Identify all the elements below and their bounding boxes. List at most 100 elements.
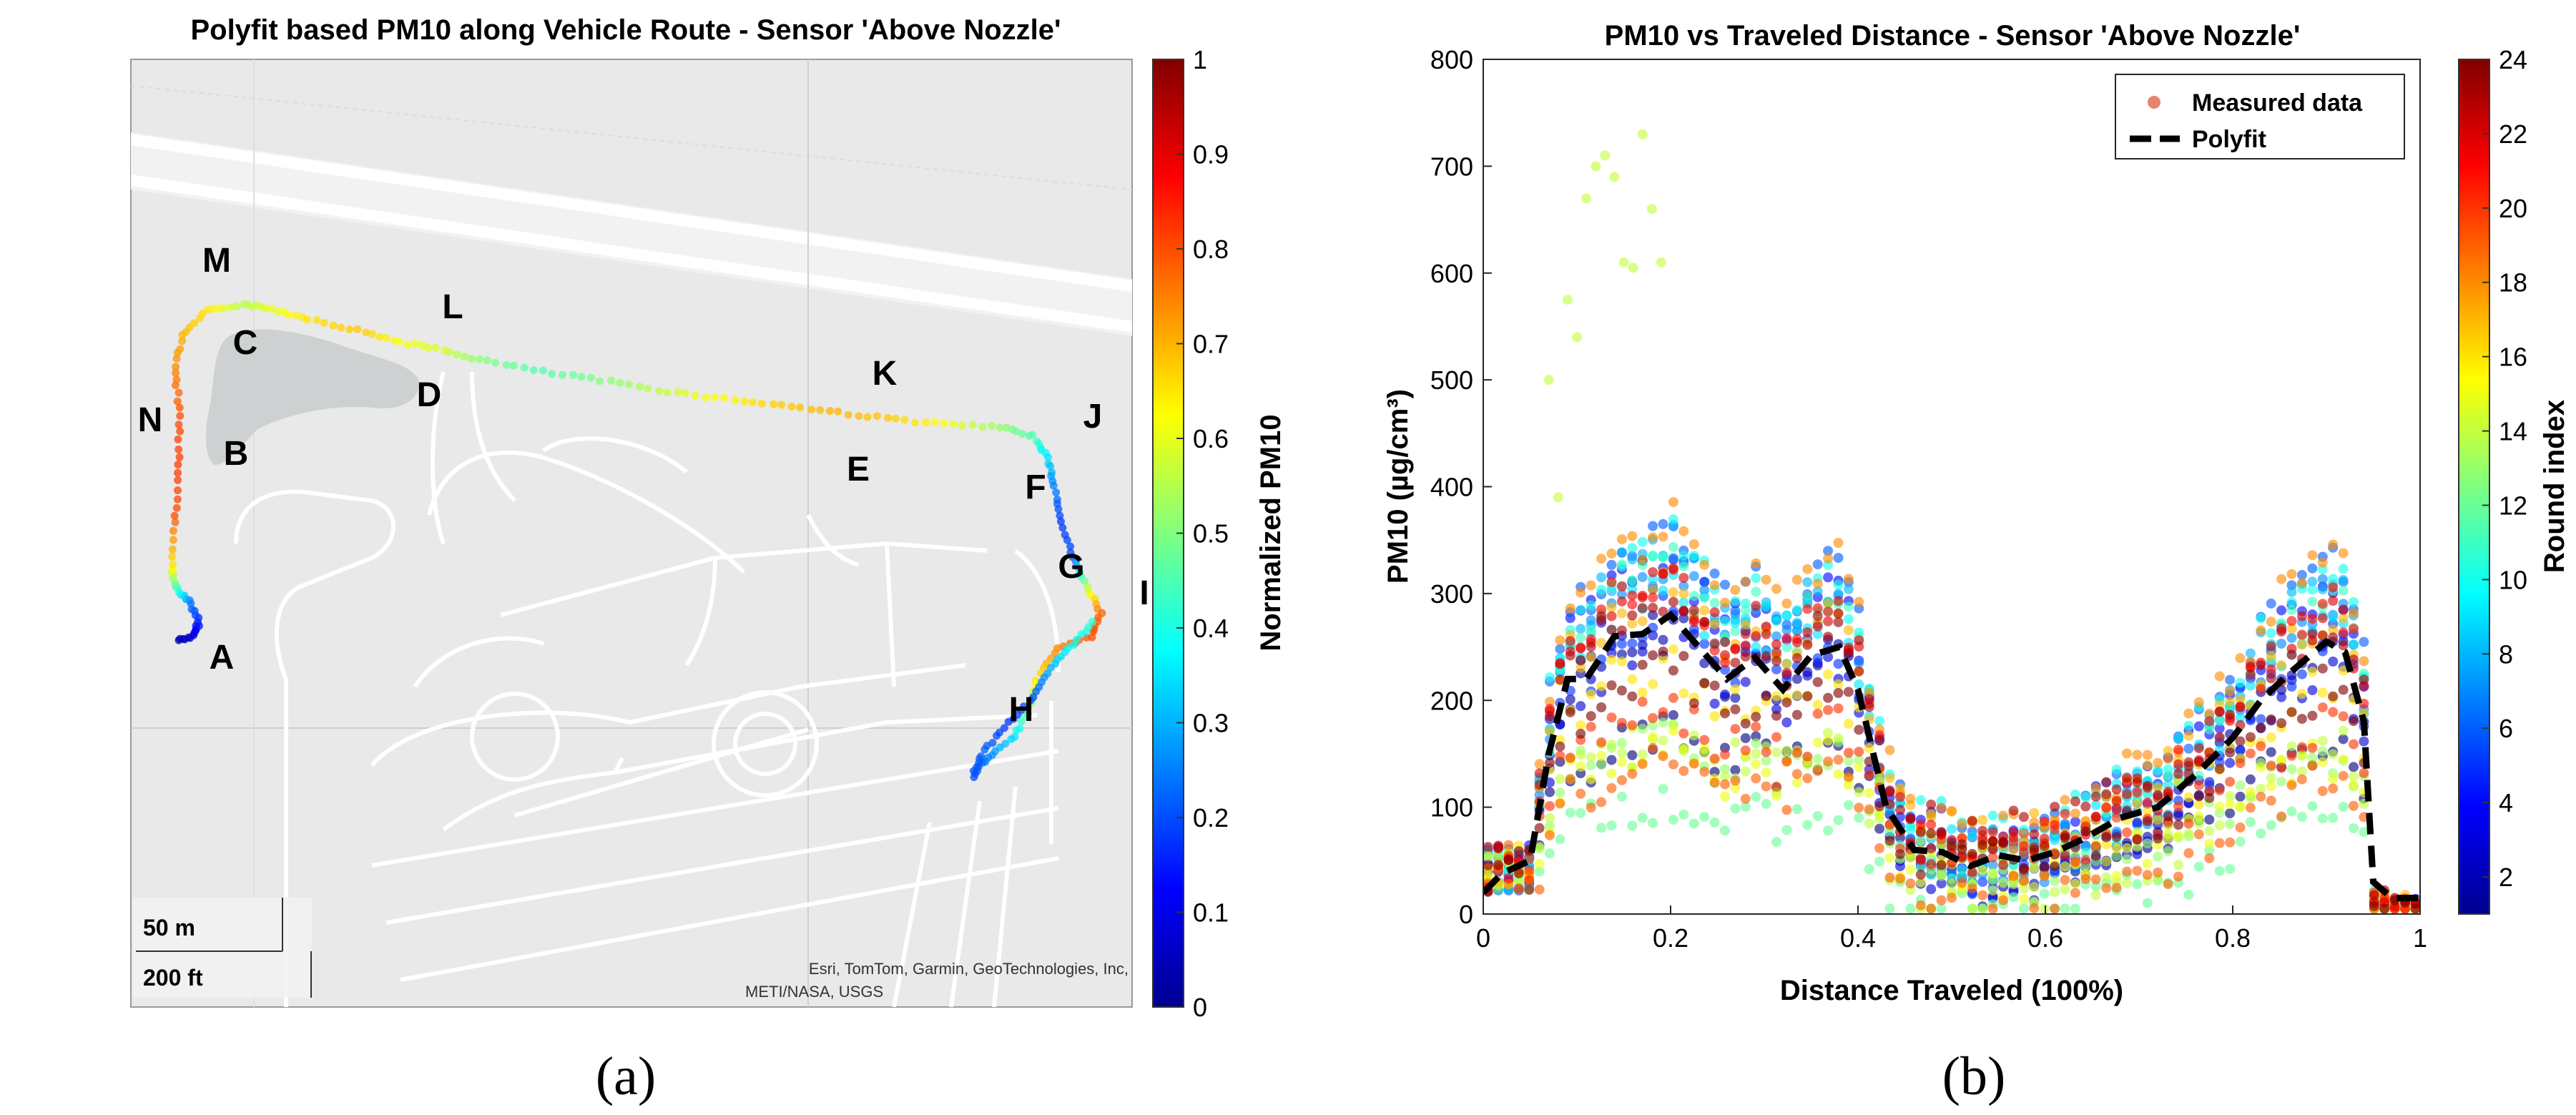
measured-point (1699, 678, 1710, 688)
scatter-colorbar-label: Round index (2539, 400, 2570, 573)
measured-point (1627, 820, 1638, 831)
measured-point (1905, 864, 1916, 875)
scatter-colorbar-tick-label: 18 (2499, 268, 2527, 298)
measured-point (2132, 750, 2143, 760)
measured-point (1688, 605, 1699, 616)
measured-point (1586, 689, 1596, 699)
measured-point (1730, 692, 1741, 703)
measured-point (2225, 777, 2236, 787)
measured-point (1936, 895, 1947, 905)
measured-point (1720, 579, 1730, 590)
measured-point (1596, 797, 1607, 807)
measured-point (1678, 605, 1689, 616)
measured-point (1823, 616, 1834, 627)
measured-point (1483, 850, 1493, 861)
measured-point (1616, 757, 1627, 767)
scatter-colorbar-tick-label: 22 (2499, 119, 2527, 149)
measured-point (1534, 884, 1545, 895)
route-marker (1058, 524, 1067, 532)
measured-point (1709, 580, 1720, 591)
measured-point (1812, 677, 1823, 687)
measured-point (1658, 647, 1668, 657)
measured-point (1720, 616, 1730, 627)
route-marker (940, 419, 948, 428)
measured-point (1678, 550, 1689, 561)
measured-point (2163, 770, 2173, 781)
measured-point (2276, 660, 2287, 671)
map-colorbar-tick-label: 0 (1193, 993, 1207, 1022)
measured-point (1781, 633, 1792, 644)
measured-point (2029, 807, 2040, 818)
route-marker (796, 403, 804, 412)
measured-point (1751, 558, 1761, 569)
measured-point (2153, 868, 2163, 878)
measured-point (2183, 848, 2194, 858)
measured-point (2193, 743, 2204, 754)
pond (206, 329, 419, 465)
measured-point (1781, 825, 1792, 835)
measured-point (1730, 765, 1741, 775)
measured-point (1895, 861, 1905, 872)
measured-point (1730, 775, 1741, 786)
measured-point (1823, 704, 1834, 715)
measured-point (2286, 682, 2297, 692)
measured-point (1791, 709, 1802, 720)
measured-point (1812, 586, 1823, 596)
measured-point (1616, 657, 1627, 667)
measured-point (1545, 848, 1555, 859)
measured-point (1812, 653, 1823, 664)
measured-point (1596, 572, 1607, 583)
measured-point (1771, 631, 1781, 642)
measured-point (2296, 639, 2307, 650)
measured-point (2008, 845, 2019, 855)
measured-point (1565, 650, 1575, 661)
measured-point (2225, 791, 2236, 801)
route-marker (872, 412, 881, 421)
measured-point (1884, 787, 1895, 797)
measured-point (1987, 860, 1998, 870)
measured-point (1668, 692, 1678, 703)
measured-point (1668, 497, 1678, 507)
route-marker (970, 773, 978, 782)
route-marker (1080, 576, 1088, 585)
measured-point (1668, 759, 1678, 770)
measured-point (2266, 598, 2276, 609)
measured-point (2132, 777, 2143, 788)
measured-point (1751, 722, 1761, 732)
map-colorbar-tick-label: 0.4 (1193, 614, 1229, 643)
measured-point (1648, 610, 1658, 621)
measured-point (2204, 825, 2215, 836)
measured-point (2111, 812, 2122, 823)
measured-point (2276, 692, 2287, 702)
measured-point (1699, 767, 1710, 777)
measured-point (2338, 640, 2349, 651)
measured-point (2090, 881, 2101, 892)
measured-point (2204, 792, 2215, 803)
measured-point (2266, 732, 2276, 743)
measured-point (1864, 770, 1874, 780)
measured-point (2142, 870, 2153, 880)
measured-point (2122, 878, 2132, 888)
measured-point (2369, 900, 2379, 911)
measured-point (1740, 793, 1751, 804)
measured-point (1771, 710, 1781, 721)
measured-point (2204, 708, 2215, 719)
measured-point (1740, 718, 1751, 729)
measured-point (2214, 716, 2225, 726)
measured-point (1709, 753, 1720, 764)
route-marker (267, 305, 276, 313)
measured-point (2307, 742, 2318, 753)
route-marker (891, 414, 900, 423)
measured-point (1648, 713, 1658, 723)
route-marker (411, 340, 420, 348)
measured-point (1688, 614, 1699, 625)
measured-point (1730, 626, 1741, 637)
route-marker (172, 369, 180, 377)
measured-point (1513, 883, 1524, 894)
measured-point (1555, 787, 1565, 798)
measured-point (2296, 812, 2307, 822)
measured-point (1637, 129, 1648, 139)
measured-point (2050, 903, 2060, 914)
measured-point (2193, 791, 2204, 802)
